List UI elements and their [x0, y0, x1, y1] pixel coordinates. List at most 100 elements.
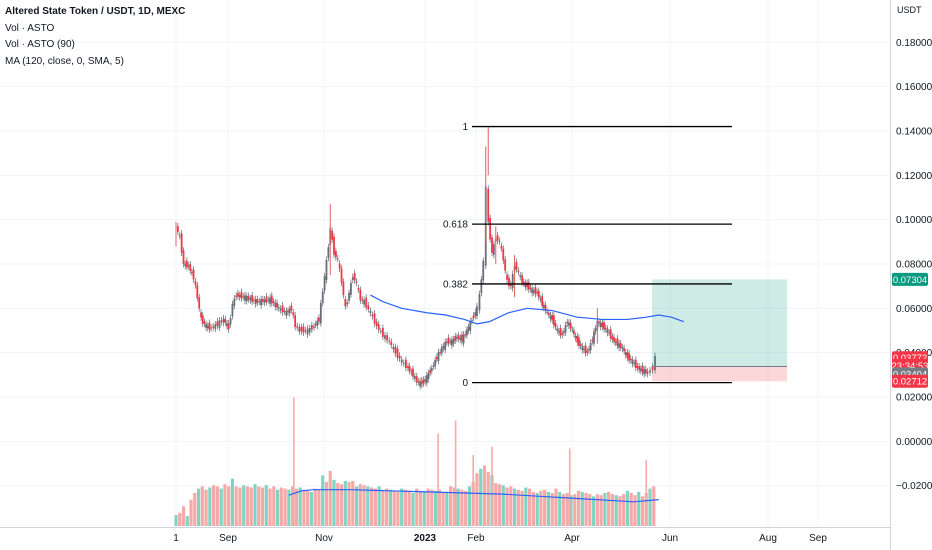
candle-body — [231, 303, 234, 317]
candle-body — [578, 337, 580, 346]
volume-bar — [283, 488, 287, 526]
time-tick-label: Aug — [759, 533, 777, 544]
candle-body — [327, 247, 330, 258]
candle-body — [340, 268, 343, 283]
candle-body — [334, 250, 337, 258]
volume-bar — [347, 482, 351, 526]
candle-body — [285, 310, 288, 316]
volume-bar — [441, 491, 445, 526]
candle-body — [192, 269, 195, 280]
volume-bar — [467, 486, 472, 526]
volume-bar — [614, 495, 618, 526]
indicator-volume-90[interactable]: Vol · ASTO (90) — [5, 39, 75, 50]
price-tick-label: 0.16000 — [896, 82, 932, 93]
volume-bar — [486, 472, 490, 526]
candle-body — [524, 282, 527, 288]
volume-bar — [546, 491, 551, 526]
volume-bar — [573, 494, 577, 526]
candle-body — [178, 235, 181, 237]
volume-bar — [253, 484, 257, 526]
candle-body — [634, 359, 637, 368]
long-position-tool[interactable] — [652, 279, 787, 382]
volume-bar — [550, 493, 554, 526]
volume-bar — [324, 482, 329, 526]
volume-bar — [385, 488, 389, 526]
price-tick-label: 0.02000 — [896, 393, 932, 404]
candle-body — [498, 240, 501, 242]
candle-body — [298, 327, 301, 332]
price-badge — [892, 374, 928, 388]
candle-body — [408, 366, 411, 372]
candle-body — [270, 295, 273, 304]
candle-body — [245, 295, 248, 302]
candle-body — [549, 315, 552, 319]
volume-bar — [403, 489, 408, 526]
volume-bar — [392, 490, 396, 526]
candle-body — [434, 359, 437, 367]
candle-body — [274, 302, 277, 308]
time-tick-label: 1 — [173, 533, 179, 544]
volume-bar — [554, 488, 558, 526]
candle-body — [247, 295, 250, 300]
candle-body — [487, 188, 490, 222]
profit-zone — [652, 279, 787, 366]
candle-body — [531, 288, 534, 294]
candle-body — [405, 359, 407, 368]
candle-body — [214, 324, 217, 329]
price-tick-label: 0.12000 — [896, 171, 932, 182]
ma-120-line — [370, 294, 685, 325]
candle-body — [583, 348, 585, 351]
price-axis[interactable]: 0.18000 0.16000 0.14000 0.12000 0.10000 0.080… — [896, 5, 932, 492]
candle-body — [471, 320, 473, 322]
candle-body — [521, 275, 524, 283]
candle-body — [369, 310, 372, 314]
candle-body — [432, 365, 435, 367]
candle-body — [529, 287, 532, 290]
volume-bar — [381, 489, 385, 526]
volume-bar — [437, 489, 441, 526]
volume-spike — [437, 433, 439, 526]
candle-body — [244, 295, 246, 301]
volume-bar — [625, 490, 630, 526]
candle-body — [206, 325, 209, 329]
volume-bar — [648, 488, 652, 526]
time-axis[interactable]: 1 Sep Nov 2023 Feb Apr Jun Aug Sep — [173, 533, 827, 544]
candle-body — [425, 375, 428, 384]
price-tick-label: 0.08000 — [896, 260, 932, 271]
candle-body — [242, 296, 245, 298]
volume-bar — [599, 495, 603, 526]
candle-body — [439, 352, 442, 354]
candle-body — [509, 283, 512, 287]
candle-body — [253, 299, 255, 301]
candle-body — [396, 348, 399, 358]
symbol-title[interactable]: Altered State Token / USDT, 1D, MEXC — [5, 6, 186, 17]
candle-body — [269, 297, 271, 304]
volume-bar — [512, 488, 517, 526]
candle-body — [342, 281, 345, 296]
candle-body — [643, 369, 646, 375]
candle-body — [573, 330, 575, 335]
indicator-volume[interactable]: Vol · ASTO — [5, 22, 55, 34]
candle-body — [359, 289, 362, 301]
candle-body — [557, 330, 560, 333]
candle-body — [429, 370, 432, 374]
candle-body — [508, 277, 510, 286]
candle-body — [586, 351, 589, 353]
candle-body — [413, 376, 416, 379]
candle-body — [331, 230, 334, 240]
candle-body — [561, 333, 564, 335]
candle-body — [288, 308, 291, 314]
candle-body — [379, 330, 382, 332]
fibonacci-retracement[interactable]: 1 0.618 0.382 0 — [443, 122, 732, 389]
candle-body — [633, 362, 636, 364]
price-badge-text: 0.07304 — [893, 275, 927, 286]
candle-body — [398, 355, 401, 359]
volume-bar — [306, 490, 310, 526]
fib-level-label: 0 — [462, 378, 468, 389]
candle-body — [459, 337, 462, 340]
candle-body — [392, 346, 395, 350]
indicator-ma[interactable]: MA (120, close, 0, SMA, 5) — [5, 55, 124, 67]
volume-spike — [454, 420, 457, 526]
volume-bar — [377, 486, 381, 526]
